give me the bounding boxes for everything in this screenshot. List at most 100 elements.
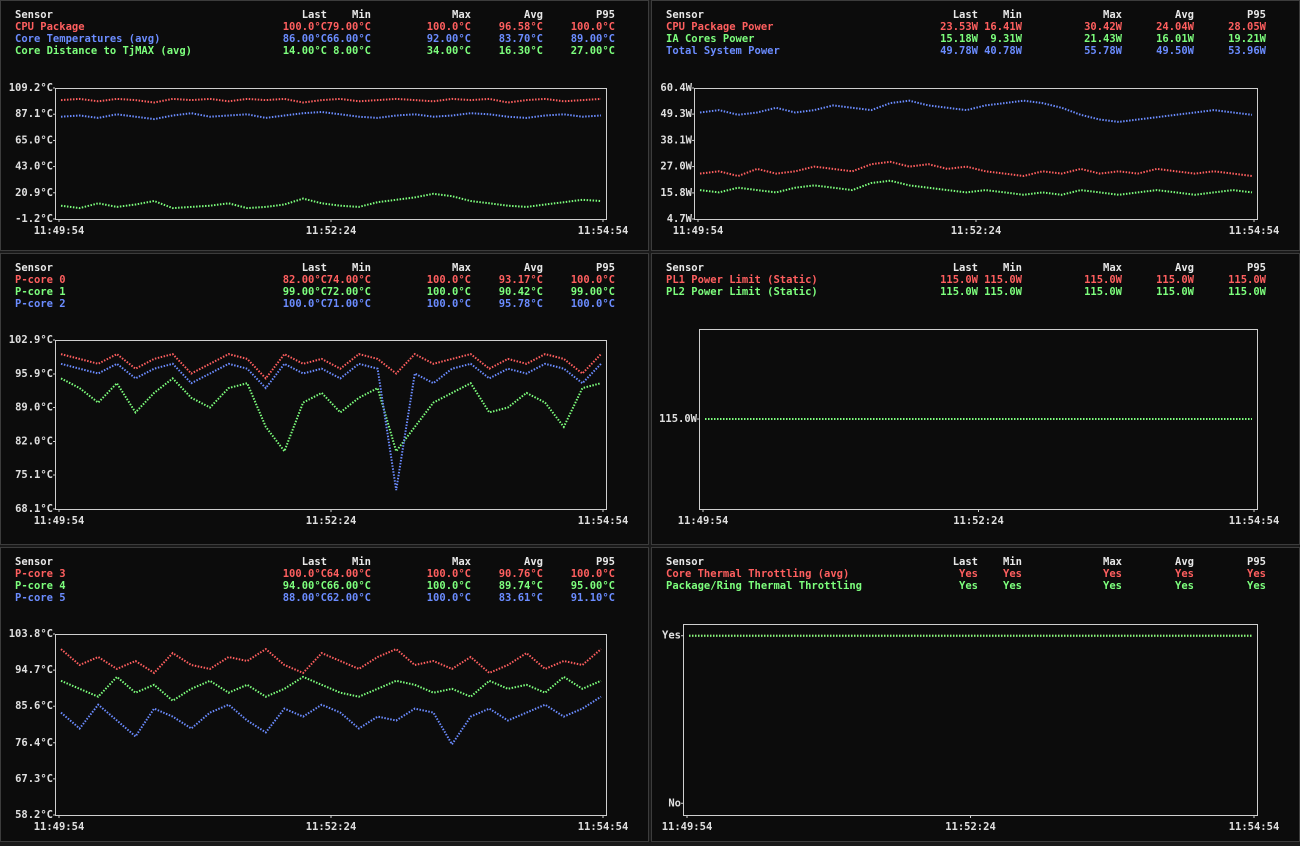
- stat-value: 83.61°C: [499, 592, 543, 604]
- stat-value: 90.76°C: [499, 568, 543, 580]
- stat-value: 34.00°C: [427, 45, 471, 57]
- series-line: [60, 377, 602, 454]
- stat-value: 100.0°C: [427, 298, 471, 310]
- stat-value: Yes: [1247, 568, 1266, 580]
- column-header: Avg: [524, 556, 543, 568]
- stat-value: 66.00°C: [327, 33, 371, 45]
- stat-value: 100.0°C: [427, 592, 471, 604]
- x-tick-label: 11:49:54: [662, 821, 713, 833]
- x-tick-label: 11:54:54: [578, 225, 629, 237]
- stat-value: 115.0W: [1084, 274, 1123, 286]
- y-tick-label: 103.8°C: [9, 628, 53, 640]
- stat-value: 94.00°C: [283, 580, 327, 592]
- x-tick-label: 11:52:24: [306, 225, 357, 237]
- stat-value: 16.01W: [1156, 33, 1195, 45]
- stat-value: 40.78W: [984, 45, 1023, 57]
- panel-frame: [0, 0, 649, 251]
- y-tick-label: 38.1W: [660, 134, 692, 146]
- sensor-name: P-core 1: [15, 286, 66, 298]
- column-header: Last: [302, 262, 327, 274]
- x-tick-label: 11:49:54: [34, 225, 85, 237]
- column-header: Sensor: [666, 262, 704, 274]
- stat-value: 96.58°C: [499, 21, 543, 33]
- column-header: Max: [452, 556, 472, 568]
- y-tick-label: -1.2°C: [15, 213, 53, 225]
- stat-value: 55.78W: [1084, 45, 1123, 57]
- column-header: Avg: [1175, 9, 1194, 21]
- column-header: P95: [596, 262, 615, 274]
- y-tick-label: 95.9°C: [15, 368, 53, 380]
- stat-value: 91.10°C: [571, 592, 615, 604]
- column-header: Sensor: [15, 262, 53, 274]
- sensor-name: P-core 0: [15, 274, 66, 286]
- x-tick-label: 11:49:54: [678, 515, 729, 527]
- sensor-name: PL1 Power Limit (Static): [666, 274, 818, 286]
- stat-value: 95.00°C: [571, 580, 615, 592]
- sensor-name: CPU Package Power: [666, 21, 773, 33]
- column-header: P95: [596, 556, 615, 568]
- stat-value: Yes: [959, 580, 978, 592]
- y-tick-label: 65.0°C: [15, 134, 53, 146]
- y-tick-label: 67.3°C: [15, 773, 53, 785]
- y-tick-label: 115.0W: [659, 413, 698, 425]
- stat-value: 15.18W: [940, 33, 979, 45]
- stat-value: 100.0°C: [571, 274, 615, 286]
- stat-value: 100.0°C: [571, 298, 615, 310]
- stat-value: 88.00°C: [283, 592, 327, 604]
- column-header: Min: [1003, 9, 1022, 21]
- x-tick-label: 11:49:54: [34, 515, 85, 527]
- y-tick-label: 49.3W: [660, 108, 692, 120]
- stat-value: 115.0W: [984, 286, 1023, 298]
- stat-value: 90.42°C: [499, 286, 543, 298]
- sensor-name: P-core 2: [15, 298, 66, 310]
- y-tick-label: 76.4°C: [15, 737, 53, 749]
- stat-value: 100.0°C: [283, 21, 327, 33]
- x-tick-label: 11:52:24: [953, 515, 1004, 527]
- column-header: Max: [452, 9, 472, 21]
- column-header: Min: [352, 262, 371, 274]
- column-header: Avg: [1175, 556, 1194, 568]
- stat-value: 89.00°C: [571, 33, 615, 45]
- column-header: Max: [452, 262, 472, 274]
- x-tick-label: 11:49:54: [673, 225, 724, 237]
- stat-value: 19.21W: [1228, 33, 1267, 45]
- stat-value: 100.0°C: [283, 568, 327, 580]
- column-header: Avg: [524, 262, 543, 274]
- stat-value: 49.50W: [1156, 45, 1195, 57]
- column-header: P95: [1247, 556, 1266, 568]
- stat-value: 100.0°C: [571, 21, 615, 33]
- stat-value: 49.78W: [940, 45, 979, 57]
- sensor-name: P-core 5: [15, 592, 66, 604]
- series-line: [699, 99, 1253, 123]
- stat-value: 115.0W: [940, 286, 979, 298]
- stat-value: 66.00°C: [327, 580, 371, 592]
- column-header: Last: [302, 556, 327, 568]
- stat-value: 16.41W: [984, 21, 1023, 33]
- stat-value: 8.00°C: [333, 45, 371, 57]
- stat-value: 99.00°C: [571, 286, 615, 298]
- y-tick-label: 85.6°C: [15, 700, 53, 712]
- column-header: Max: [1103, 556, 1123, 568]
- column-header: Sensor: [15, 556, 53, 568]
- stat-value: 74.00°C: [327, 274, 371, 286]
- series-line: [60, 110, 602, 121]
- column-header: Sensor: [15, 9, 53, 21]
- y-tick-label: 102.9°C: [9, 334, 53, 346]
- stat-value: Yes: [959, 568, 978, 580]
- y-tick-label: 58.2°C: [15, 809, 53, 821]
- y-tick-label: 43.0°C: [15, 161, 53, 173]
- y-tick-label: 15.8W: [660, 187, 692, 199]
- stat-value: 14.00°C: [283, 45, 327, 57]
- panel-frame: [0, 547, 649, 842]
- stat-value: 89.74°C: [499, 580, 543, 592]
- stat-value: 100.0°C: [427, 580, 471, 592]
- sensor-name: Package/Ring Thermal Throttling: [666, 580, 862, 592]
- stat-value: Yes: [1103, 568, 1122, 580]
- series-line: [699, 160, 1253, 178]
- sensor-name: Total System Power: [666, 45, 780, 57]
- stat-value: 100.0°C: [427, 274, 471, 286]
- panel: Sensor Last Min Max Avg P95 CPU Package 100.0°C…: [0, 0, 649, 251]
- stat-value: 95.78°C: [499, 298, 543, 310]
- stat-value: 24.04W: [1156, 21, 1195, 33]
